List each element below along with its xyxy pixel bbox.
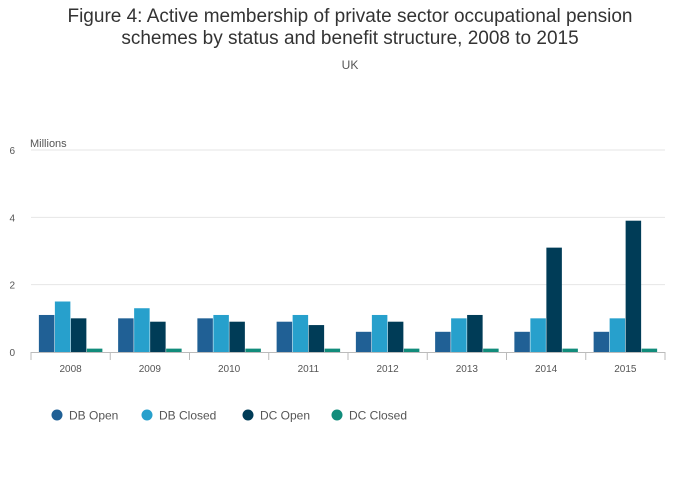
- x-tick-label: 2014: [535, 364, 558, 375]
- legend-swatch: [141, 409, 153, 421]
- chart-subtitle: UK: [341, 58, 359, 72]
- bar-dc-open-2012: [387, 321, 404, 352]
- bar-dc-open-2013: [467, 314, 483, 352]
- x-tick-label: 2013: [456, 364, 479, 375]
- y-tick-label: 0: [9, 348, 15, 359]
- y-tick-label: 4: [9, 213, 15, 224]
- legend-swatch: [242, 409, 254, 421]
- x-tick-label: 2008: [60, 364, 83, 375]
- x-axis-ticks: 2008 2009 2010 2011 2012 2013 2014 2015: [60, 364, 637, 375]
- gridlines: [31, 149, 665, 286]
- legend-label: DB Open: [69, 409, 118, 423]
- bar-db-open-2012: [355, 331, 372, 352]
- x-tick-label: 2015: [614, 364, 637, 375]
- bar-dc-open-2011: [308, 325, 325, 352]
- bar-db-closed-2014: [530, 318, 546, 352]
- x-tick-label: 2010: [218, 364, 241, 375]
- bar-dc-closed-2010: [245, 348, 261, 352]
- legend-item-db-open[interactable]: DB Open: [51, 409, 119, 423]
- bar-dc-closed-2014: [562, 348, 578, 352]
- legend-label: DB Closed: [159, 409, 216, 423]
- bar-db-open-2014: [514, 331, 530, 352]
- bar-dc-closed-2008: [86, 348, 103, 352]
- legend-item-dc-closed[interactable]: DC Closed: [331, 409, 408, 423]
- bar-dc-closed-2009: [166, 348, 182, 352]
- bar-db-open-2013: [435, 331, 451, 352]
- y-axis-unit-label: Millions: [30, 138, 67, 150]
- bar-db-closed-2012: [371, 314, 388, 352]
- legend-item-db-closed[interactable]: DB Closed: [141, 409, 217, 423]
- bar-dc-closed-2011: [324, 348, 341, 352]
- bar-db-open-2010: [197, 318, 213, 352]
- bar-db-open-2011: [276, 321, 293, 352]
- bar-db-closed-2010: [213, 314, 229, 352]
- y-axis-ticks: 0 2 4 6: [9, 146, 15, 359]
- bar-db-closed-2008: [54, 301, 71, 352]
- chart-title: Figure 4: Active membership of private s…: [67, 6, 633, 49]
- legend-item-dc-open[interactable]: DC Open: [242, 409, 311, 423]
- legend-label: DC Open: [260, 409, 310, 423]
- legend-label: DC Closed: [349, 409, 407, 423]
- bar-db-closed-2013: [451, 318, 467, 352]
- bars: [38, 220, 658, 352]
- y-tick-label: 2: [9, 281, 15, 292]
- x-axis: [30, 352, 666, 360]
- bar-db-closed-2009: [134, 308, 150, 352]
- bar-dc-open-2015: [625, 220, 642, 352]
- bar-db-closed-2015: [609, 318, 626, 352]
- x-tick-label: 2012: [377, 364, 400, 375]
- x-tick-label: 2011: [298, 364, 320, 375]
- bar-dc-closed-2012: [403, 348, 420, 352]
- legend: DB Open DB Closed DC Open DC Closed: [51, 409, 408, 423]
- bar-dc-open-2008: [70, 318, 87, 352]
- legend-swatch: [331, 409, 343, 421]
- chart-header: Figure 4: Active membership of private s…: [0, 6, 700, 72]
- x-tick-label: 2009: [139, 364, 162, 375]
- bar-db-closed-2011: [292, 314, 309, 352]
- bar-db-open-2008: [38, 314, 55, 352]
- bar-dc-closed-2015: [641, 348, 658, 352]
- bar-dc-closed-2013: [483, 348, 499, 352]
- bar-db-open-2015: [593, 331, 610, 352]
- y-tick-label: 6: [9, 146, 15, 157]
- bar-db-open-2009: [118, 318, 134, 352]
- bar-dc-open-2014: [546, 247, 562, 352]
- bar-dc-open-2009: [150, 321, 166, 352]
- bar-dc-open-2010: [229, 321, 245, 352]
- legend-swatch: [51, 409, 63, 421]
